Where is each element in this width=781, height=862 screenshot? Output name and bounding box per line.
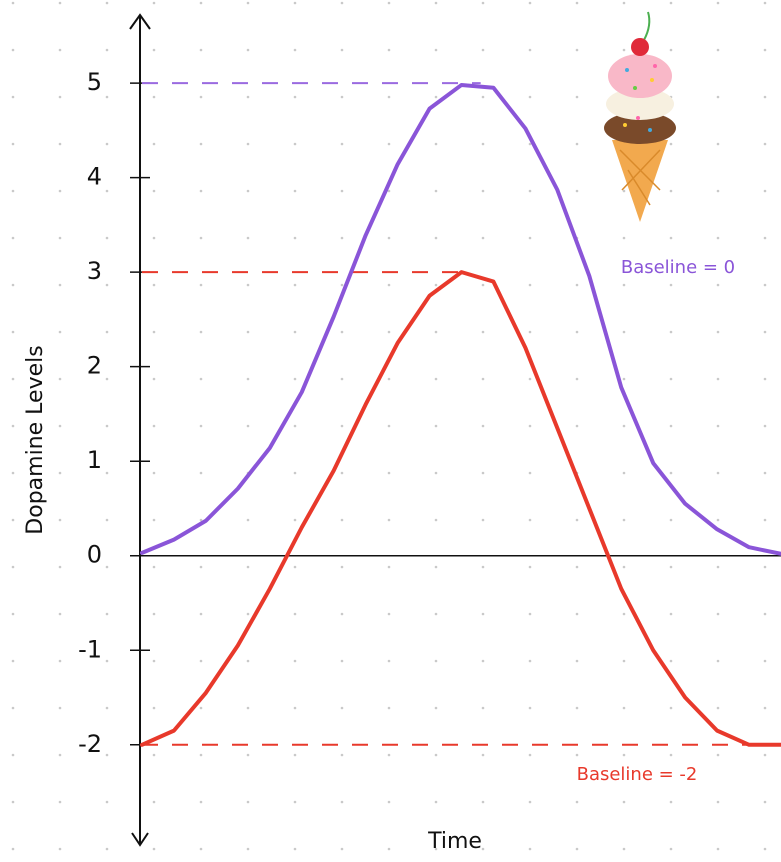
y-axis-arrow [129,13,151,847]
legend-entry: Baseline = -2 [577,764,698,785]
y-tick-label: -2 [78,730,102,758]
y-tick-label: 5 [87,68,102,96]
y-tick-label: 4 [87,163,102,191]
y-tick-label: 2 [87,352,102,380]
x-axis-label: Time [427,829,482,854]
legend-entry: Baseline = 0 [621,257,735,278]
y-tick-label: 0 [87,541,102,569]
line [140,270,781,747]
y-tick-label: 1 [87,446,102,474]
line [140,82,781,556]
y-tick-label: -1 [78,635,102,663]
y-axis-label: Dopamine Levels [23,345,48,534]
ice-cream-icon [604,11,676,222]
y-tick-label: 3 [87,257,102,285]
